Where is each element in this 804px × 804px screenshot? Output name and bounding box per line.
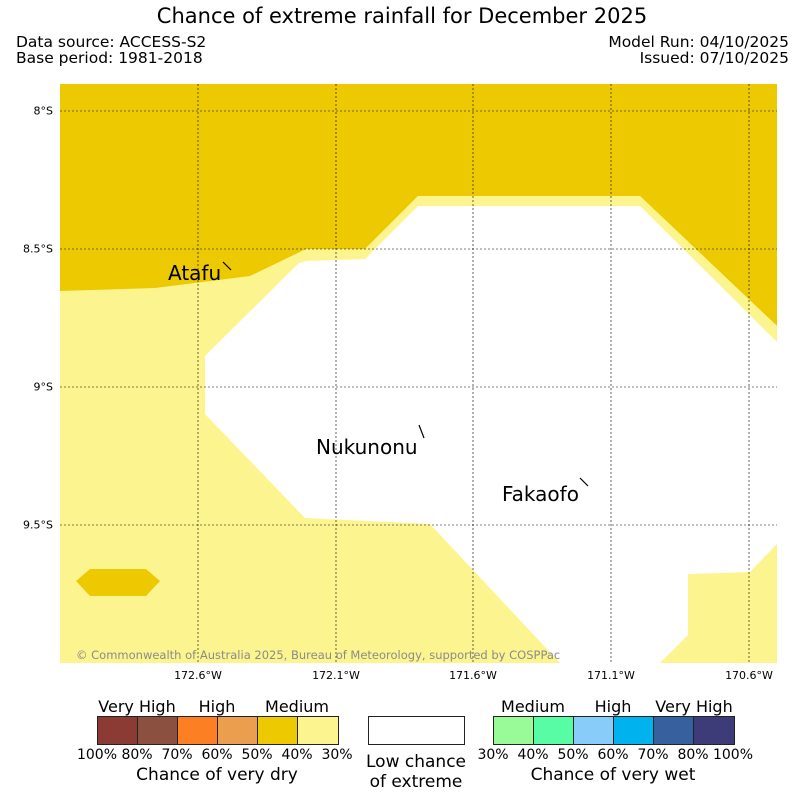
dry-color-swatch — [218, 717, 258, 744]
wet-color-swatch — [654, 717, 694, 744]
wet-tick-label: 100% — [712, 747, 754, 763]
copyright-text: © Commonwealth of Australia 2025, Bureau… — [76, 648, 561, 662]
lat-label: 8°S — [33, 104, 53, 118]
dry-tick-label: 30% — [321, 747, 353, 763]
dry-legend-caption: Chance of very dry — [136, 765, 298, 785]
map-canvas — [60, 84, 777, 663]
lat-label: 8.5°S — [23, 242, 53, 256]
dry-tick-label: 100% — [76, 747, 118, 763]
data-source-text: Data source: ACCESS-S2 — [16, 33, 207, 51]
dry-tick-label: 60% — [201, 747, 233, 763]
dry-30-40-region — [60, 84, 777, 663]
dry-color-swatch — [178, 717, 218, 744]
wet-tick-label: 70% — [637, 747, 669, 763]
dry-category-label: Very High — [98, 697, 176, 716]
dry-tick-label: 70% — [161, 747, 193, 763]
wet-color-swatch — [694, 717, 734, 744]
island-marks — [222, 261, 589, 487]
lon-label: 171.1°W — [587, 669, 635, 682]
rainfall-map: © Commonwealth of Australia 2025, Bureau… — [60, 84, 777, 663]
neutral-caption-line2: of extreme — [369, 772, 463, 792]
wet-color-swatch — [574, 717, 614, 744]
dry-40-50-patch — [76, 569, 160, 596]
dry-colorbar — [97, 716, 339, 745]
low-chance-swatch — [368, 716, 465, 745]
graticule — [60, 84, 777, 663]
issued-date-text: Issued: 07/10/2025 — [639, 49, 789, 67]
model-run-text: Model Run: 04/10/2025 — [608, 33, 789, 51]
dry-color-swatch — [258, 717, 298, 744]
place-label-fakaofo: Fakaofo — [502, 482, 579, 506]
wet-color-swatch — [534, 717, 574, 744]
atafu-island-mark — [222, 261, 232, 271]
base-period-text: Base period: 1981-2018 — [16, 49, 203, 67]
neutral-caption-line1: Low chance — [366, 752, 466, 772]
wet-legend-caption: Chance of very wet — [530, 765, 696, 785]
dry-30-40-band — [253, 196, 777, 342]
lon-label: 172.6°W — [174, 669, 222, 682]
lon-label: 172.1°W — [312, 669, 360, 682]
wet-tick-label: 40% — [517, 747, 549, 763]
dry-category-label: High — [198, 697, 236, 716]
nukunonu-island-mark — [418, 424, 425, 439]
wet-colorbar — [493, 716, 735, 745]
wet-tick-label: 60% — [597, 747, 629, 763]
wet-tick-label: 30% — [477, 747, 509, 763]
dry-tick-label: 80% — [121, 747, 153, 763]
dry-30-40-region-east — [660, 544, 777, 663]
wet-color-swatch — [614, 717, 654, 744]
wet-tick-label: 80% — [677, 747, 709, 763]
lon-label: 171.6°W — [449, 669, 497, 682]
place-label-nukunonu: Nukunonu — [316, 435, 418, 459]
wet-category-label: High — [594, 697, 632, 716]
wet-tick-label: 50% — [557, 747, 589, 763]
dry-color-swatch — [98, 717, 138, 744]
fakaofo-island-mark — [579, 477, 589, 487]
dry-tick-label: 40% — [281, 747, 313, 763]
place-label-atafu: Atafu — [168, 261, 222, 285]
dry-category-label: Medium — [265, 697, 329, 716]
dry-color-swatch — [138, 717, 178, 744]
dry-color-swatch — [298, 717, 338, 744]
lat-label: 9°S — [33, 380, 53, 394]
dry-40-50-region — [60, 84, 777, 326]
wet-category-label: Medium — [501, 697, 565, 716]
dry-tick-label: 50% — [241, 747, 273, 763]
lon-label: 170.6°W — [725, 669, 773, 682]
wet-color-swatch — [494, 717, 534, 744]
wet-category-label: Very High — [655, 697, 733, 716]
lat-label: 9.5°S — [23, 518, 53, 532]
map-title: Chance of extreme rainfall for December … — [156, 4, 648, 28]
